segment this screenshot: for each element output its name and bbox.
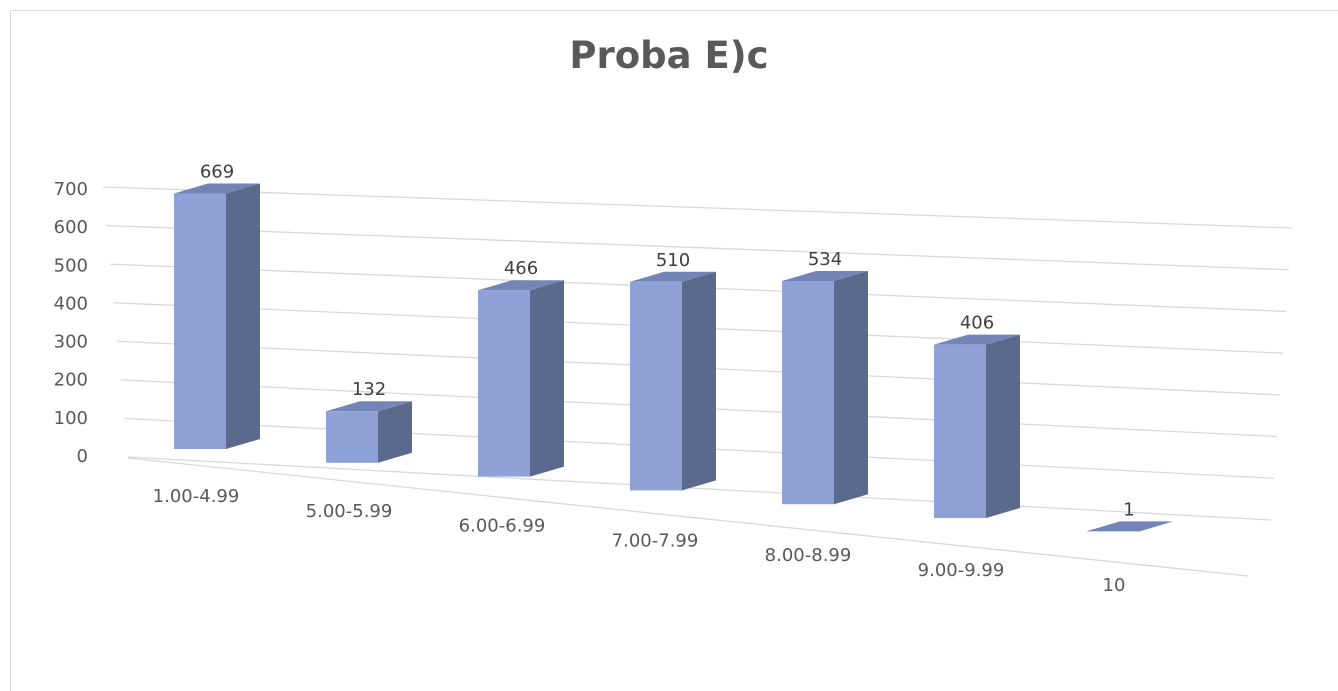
bar-side <box>682 271 716 491</box>
data-label: 466 <box>504 258 538 279</box>
bar-top <box>326 401 412 412</box>
data-label: 534 <box>808 249 842 270</box>
bar-side <box>834 270 868 505</box>
data-label: 510 <box>656 250 690 271</box>
chart-title: Proba E)c <box>569 34 769 77</box>
bar-side <box>226 183 260 449</box>
x-tick-label: 9.00-9.99 <box>918 560 1005 581</box>
x-tick-label: 8.00-8.99 <box>765 545 852 566</box>
bar-side <box>1138 521 1172 532</box>
bar-side <box>378 401 412 463</box>
bar-top <box>934 334 1020 345</box>
bar-front <box>174 193 226 449</box>
bar: 1 <box>1086 499 1172 532</box>
bar: 406 <box>934 313 1020 518</box>
bar-front <box>782 280 834 505</box>
gridline <box>106 224 1290 271</box>
x-tick-label: 5.00-5.99 <box>306 501 393 522</box>
bar-top <box>478 280 564 291</box>
bar: 534 <box>782 249 868 505</box>
x-tick-label: 7.00-7.99 <box>612 530 699 551</box>
y-tick-label: 500 <box>54 255 88 276</box>
bar-top <box>1086 521 1172 532</box>
bar-side <box>986 334 1020 518</box>
bar: 669 <box>174 161 260 449</box>
x-axis-labels: 1.00-4.99 5.00-5.99 6.00-6.99 7.00-7.99 8.00… <box>153 486 1126 596</box>
bars: 669 132 466 510 534 406 1 <box>174 161 1172 532</box>
x-tick-label: 1.00-4.99 <box>153 486 240 507</box>
x-tick-label: 10 <box>1103 575 1126 596</box>
floor-edge <box>127 457 1249 577</box>
y-tick-label: 100 <box>54 408 88 429</box>
bar-front <box>630 281 682 491</box>
gridline <box>127 456 1272 521</box>
y-tick-label: 200 <box>54 370 88 391</box>
bar-top <box>174 183 260 194</box>
y-tick-label: 400 <box>54 293 88 314</box>
y-tick-label: 0 <box>77 446 88 467</box>
y-tick-label: 300 <box>54 332 88 353</box>
bar-top <box>630 271 716 282</box>
data-label: 1 <box>1123 499 1134 520</box>
data-label: 406 <box>960 313 994 334</box>
y-axis-ticks: 0 100 200 300 400 500 600 700 <box>54 179 88 467</box>
data-label: 132 <box>352 379 386 400</box>
bar-side <box>530 280 564 477</box>
x-tick-label: 6.00-6.99 <box>459 516 546 537</box>
y-tick-label: 700 <box>54 179 88 200</box>
bar-front <box>478 290 530 477</box>
bar: 466 <box>478 258 564 477</box>
bar-front <box>934 344 986 518</box>
y-tick-label: 600 <box>54 217 88 238</box>
gridline <box>102 186 1293 229</box>
data-label: 669 <box>200 161 234 182</box>
bar: 132 <box>326 379 412 463</box>
bar-front <box>326 411 378 463</box>
bar: 510 <box>630 250 716 491</box>
bar-top <box>782 270 868 281</box>
